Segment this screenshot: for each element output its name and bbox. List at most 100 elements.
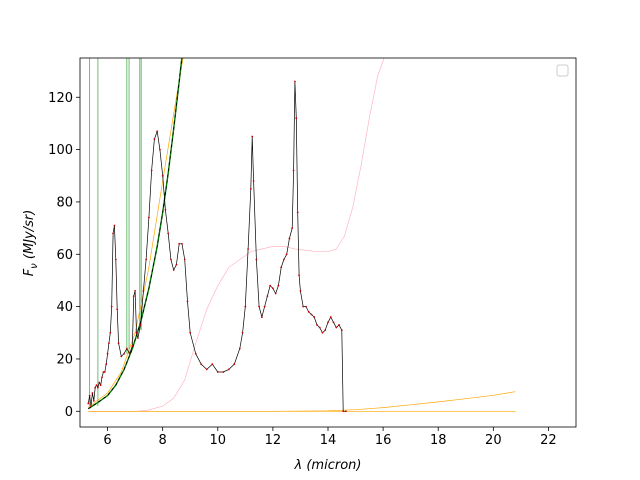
spectrum-point <box>189 331 192 334</box>
spectrum-point <box>109 331 112 334</box>
spectrum-point <box>252 180 255 182</box>
spectrum-point <box>329 316 332 318</box>
spectrum-point <box>128 352 131 355</box>
spectrum-point <box>238 347 241 350</box>
spectrum-point <box>156 130 159 133</box>
spectrum-point <box>332 321 335 324</box>
spectrum-point <box>233 363 236 366</box>
spectrum-point <box>324 329 327 332</box>
spectrum-point <box>103 371 106 373</box>
spectrum-point <box>172 269 175 271</box>
spectrum-point <box>139 324 142 326</box>
spectrum-point <box>345 410 347 413</box>
legend-box <box>556 64 569 77</box>
spectrum-point <box>131 344 134 347</box>
spectrum-point <box>175 263 178 266</box>
spectrum-point <box>150 169 153 172</box>
spectrum-point <box>313 316 316 318</box>
spectrum-point <box>291 227 294 230</box>
spectrum-point <box>269 284 272 287</box>
spectrum-point <box>181 242 183 245</box>
spectrum-point <box>108 342 110 345</box>
spectrum-point <box>294 80 296 83</box>
spectrum-point <box>266 295 269 298</box>
spectrum-point <box>97 386 99 389</box>
spectrum-point <box>120 355 123 358</box>
orange-rising-line <box>88 391 516 412</box>
spectrum-point <box>92 399 95 402</box>
spectrum-point <box>101 376 103 379</box>
spectrum-point <box>296 211 299 214</box>
spectrum-point <box>318 326 321 329</box>
spectrum-point <box>116 308 119 311</box>
x-tick-label: 12 <box>265 433 282 448</box>
spectrum-point <box>310 313 313 316</box>
spectrum-point <box>147 216 150 219</box>
spectrum-point <box>186 300 189 303</box>
spectrum-point <box>342 410 345 413</box>
y-tick-label: 100 <box>48 143 73 158</box>
spectrum-point <box>94 386 97 389</box>
spectrum-point <box>255 258 258 261</box>
spectrum-point <box>132 295 135 298</box>
x-axis-label: λ (micron) <box>294 458 362 473</box>
y-tick-label: 40 <box>56 300 73 315</box>
spectrum-point <box>227 368 230 371</box>
spectrum-point <box>106 352 109 355</box>
spectrum-point <box>288 237 291 240</box>
spectrum-point <box>194 352 197 355</box>
spectrum-point <box>285 253 288 256</box>
spectrum-point <box>211 363 214 366</box>
spectrum-point <box>102 371 105 373</box>
y-axis-label: Fν (MJy/sr) <box>22 210 40 277</box>
spectrum-point <box>113 224 116 227</box>
spectrum-point <box>244 305 247 308</box>
spectrum-point <box>327 321 329 324</box>
y-tick-label: 80 <box>56 195 73 210</box>
spectrum-point <box>295 117 298 120</box>
x-tick-label: 10 <box>210 433 227 448</box>
spectrum-point <box>136 337 139 339</box>
spectrum-point <box>280 266 283 269</box>
spectrum-point <box>95 384 98 387</box>
spectrum-point <box>153 138 156 141</box>
spectrum-point <box>302 305 305 308</box>
y-tick-label: 120 <box>48 91 73 106</box>
x-tick-label: 14 <box>320 433 337 448</box>
spectrum-point <box>299 290 302 292</box>
spectrum-point <box>117 342 120 345</box>
spectrum-point <box>249 187 252 190</box>
spectrum-point <box>258 305 261 308</box>
pink-model-line <box>88 58 385 412</box>
spectrum-point <box>298 274 300 277</box>
y-tick-label: 0 <box>65 405 73 420</box>
x-axis-ticks: 6 8 10 12 14 16 18 20 22 <box>103 427 557 448</box>
spectrum-point <box>170 258 172 261</box>
spectrum-point <box>277 284 280 287</box>
y-tick-label: 20 <box>56 352 73 367</box>
y-axis-ticks: 0 20 40 60 80 100 120 <box>48 91 80 420</box>
spectrum-point <box>340 329 343 332</box>
spectrum-point <box>321 331 324 334</box>
spectrum-point <box>98 381 101 384</box>
spectrum-point <box>241 331 244 334</box>
spectrum-point <box>90 405 92 407</box>
spectrum-point <box>292 169 295 172</box>
spectrum-point <box>91 392 94 394</box>
spectrum-point <box>142 290 145 292</box>
spectrum-point <box>183 258 186 261</box>
spectrum-point <box>305 305 307 308</box>
spectrum-point <box>200 363 203 366</box>
spectrum-point <box>112 232 114 235</box>
orange-steep-line <box>88 58 184 408</box>
spectrum-point <box>164 208 167 211</box>
spectrum-point <box>135 331 138 334</box>
spectrum-point <box>125 347 128 350</box>
spectrum-point <box>263 305 266 308</box>
spectrum-point <box>307 310 310 313</box>
spectrum-point <box>316 324 318 326</box>
spectrum-point <box>161 174 164 177</box>
x-tick-label: 18 <box>430 433 447 448</box>
